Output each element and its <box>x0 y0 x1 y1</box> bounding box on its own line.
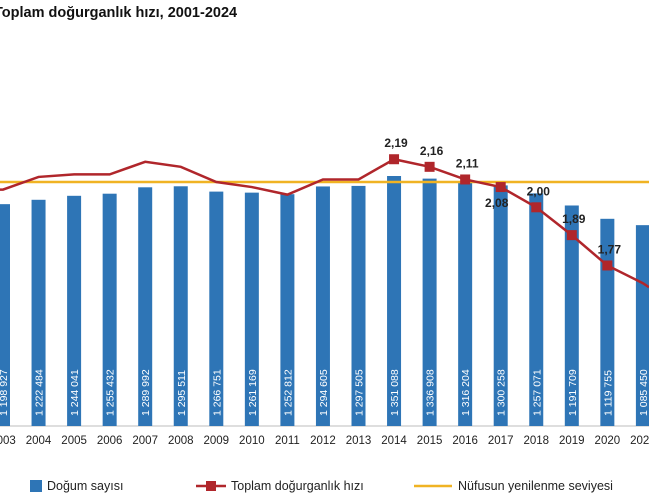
x-tick-label: 2019 <box>559 435 585 447</box>
x-tick-label: 2020 <box>595 435 621 447</box>
birth-bar-label: 1 351 088 <box>389 369 401 416</box>
birth-bar-label: 1 191 709 <box>567 369 579 416</box>
birth-bar <box>0 204 10 426</box>
fertility-rate-label: 2,16 <box>420 144 444 158</box>
x-tick-label: 2014 <box>381 435 407 447</box>
fertility-rate-line <box>0 157 649 289</box>
legend-label-births: Doğum sayısı <box>47 479 123 493</box>
birth-bar <box>600 218 615 426</box>
chart-title: Toplam doğurganlık hızı, 2001-2024 <box>0 5 238 21</box>
fertility-rate-marker <box>495 182 506 193</box>
x-tick-label: 2006 <box>97 435 123 447</box>
birth-bar <box>529 193 544 426</box>
fertility-rate-marker <box>460 174 471 185</box>
birth-bar-label: 1 294 605 <box>318 369 330 416</box>
x-tick-label: 2008 <box>168 435 194 447</box>
birth-bar-label: 1 085 450 <box>638 369 649 416</box>
birth-bar <box>351 185 366 426</box>
birth-bar-label: 1 266 751 <box>211 369 223 416</box>
fertility-rate-marker <box>531 202 542 213</box>
legend-label-rate: Toplam doğurganlık hızı <box>231 479 364 493</box>
birth-bar <box>244 192 259 426</box>
birth-bar <box>280 194 295 426</box>
birth-bar <box>564 205 579 426</box>
x-tick-label: 2003 <box>0 435 16 447</box>
birth-bar <box>315 186 330 426</box>
birth-bar-label: 1 316 204 <box>460 369 472 416</box>
birth-bar <box>387 176 402 426</box>
fertility-rate-label: 1,77 <box>598 242 622 256</box>
fertility-rate-marker <box>602 260 613 271</box>
birth-bar-label: 1 222 484 <box>34 369 46 416</box>
birth-bar <box>173 186 188 426</box>
fertility-rate-marker <box>566 230 577 241</box>
fertility-rate-label: 2,00 <box>527 184 551 198</box>
birth-bar-label: 1 295 511 <box>176 370 188 416</box>
x-tick-label: 2012 <box>310 435 336 447</box>
fertility-rate-label: 2,19 <box>384 136 408 150</box>
birth-bar <box>635 225 649 426</box>
fertility-rate-label: 2,11 <box>456 156 479 170</box>
x-tick-label: 2013 <box>346 435 372 447</box>
birth-bar <box>458 182 473 426</box>
x-tick-label: 2010 <box>239 435 265 447</box>
fertility-rate-marker <box>424 161 435 172</box>
x-tick-label: 2021 <box>630 435 649 447</box>
birth-bar-label: 1 252 812 <box>282 369 294 416</box>
birth-bar <box>422 178 437 426</box>
fertility-rate-marker <box>389 154 400 165</box>
birth-bar-label: 1 244 041 <box>69 369 81 416</box>
birth-bar-label: 1 261 169 <box>247 369 259 416</box>
birth-bar <box>493 185 508 426</box>
x-tick-label: 2004 <box>26 435 52 447</box>
birth-bar-label: 1 198 927 <box>0 369 10 416</box>
fertility-rate-label: 1,89 <box>562 212 586 226</box>
birth-bar <box>67 195 82 426</box>
x-tick-label: 2016 <box>452 435 478 447</box>
birth-bar-label: 1 297 505 <box>354 369 366 416</box>
birth-bar-label: 1 300 258 <box>496 369 508 416</box>
x-tick-label: 2005 <box>61 435 87 447</box>
legend-swatch-births <box>30 480 42 492</box>
birth-bar <box>138 187 153 426</box>
x-tick-label: 2007 <box>132 435 158 447</box>
legend-label-replacement: Nüfusun yenilenme seviyesi <box>458 479 613 493</box>
x-tick-label: 2015 <box>417 435 443 447</box>
birth-bar-label: 1 336 908 <box>425 369 437 416</box>
birth-bar <box>209 191 224 426</box>
x-tick-label: 2009 <box>204 435 230 447</box>
birth-bar <box>102 193 117 426</box>
legend-marker-rate <box>206 481 216 491</box>
birth-bar-label: 1 257 071 <box>531 369 543 416</box>
birth-bar-label: 1 289 992 <box>140 369 152 416</box>
x-tick-label: 2011 <box>275 435 300 447</box>
x-tick-label: 2017 <box>488 435 514 447</box>
birth-bar-label: 1 255 432 <box>105 369 117 416</box>
birth-bar <box>31 199 46 426</box>
x-tick-label: 2018 <box>523 435 549 447</box>
birth-bar-label: 1 119 755 <box>602 370 614 416</box>
fertility-rate-label: 2,08 <box>485 196 509 210</box>
